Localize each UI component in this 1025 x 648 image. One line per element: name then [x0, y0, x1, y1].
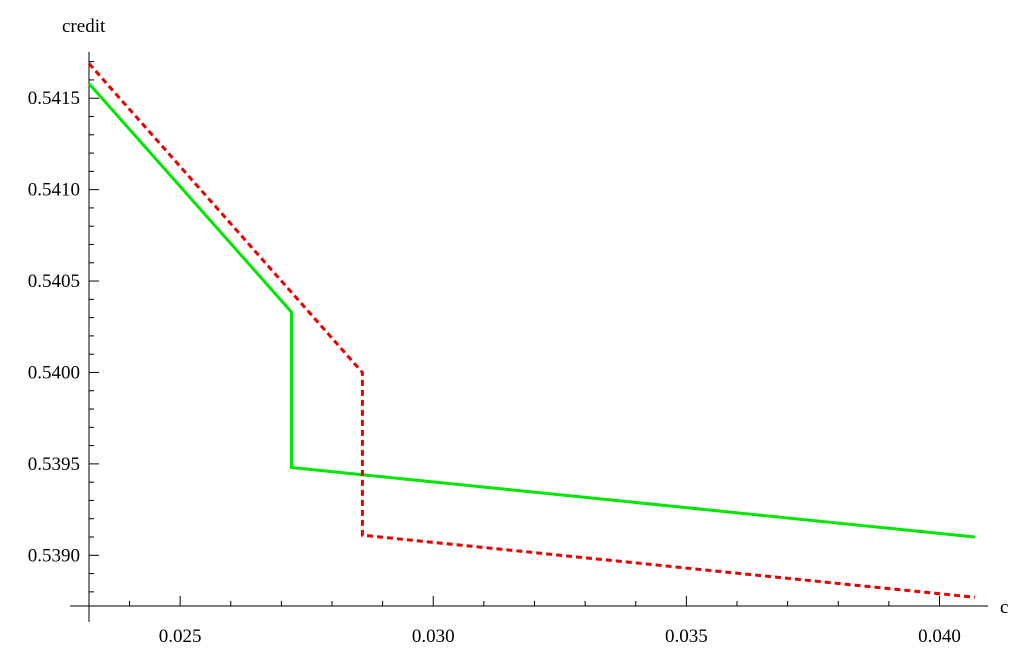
y-tick-label: 0.5390	[28, 545, 80, 566]
y-tick-label: 0.5395	[28, 454, 80, 475]
series-line-1	[87, 82, 976, 539]
x-tick-label: 0.025	[159, 626, 202, 647]
x-tick-label: 0.030	[412, 626, 455, 647]
y-axis-title: credit	[62, 16, 106, 37]
y-tick-label: 0.5410	[28, 180, 80, 201]
y-tick-label: 0.5415	[28, 88, 80, 109]
y-tick-label: 0.5400	[28, 362, 80, 383]
axes: 0.025 0.030 0.035 0.040 0.5390 0.5395 0.5400 0.…	[28, 52, 988, 647]
x-tick-label: 0.035	[665, 626, 708, 647]
y-tick-label: 0.5405	[28, 271, 80, 292]
x-axis-title: c	[1000, 597, 1008, 618]
series-layer	[87, 62, 976, 599]
x-tick-label: 0.040	[918, 626, 961, 647]
series-line-2	[87, 62, 976, 599]
